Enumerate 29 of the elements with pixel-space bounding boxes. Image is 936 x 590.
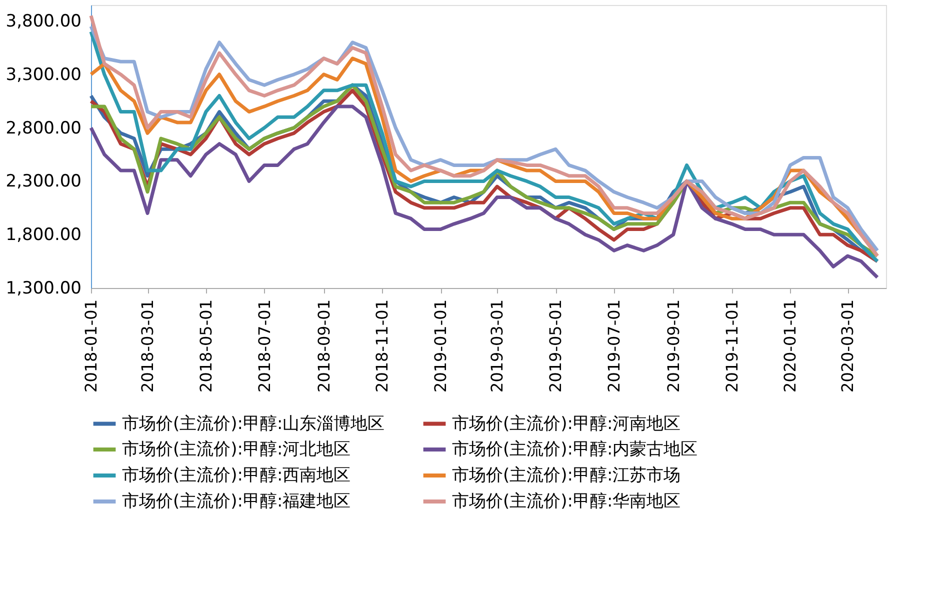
x-tick-label: 2019-09-01: [664, 300, 683, 392]
x-tick-label: 2018-01-01: [82, 300, 100, 392]
legend-label: 市场价(主流价):甲醇:华南地区: [452, 492, 681, 512]
x-tick-label: 2019-05-01: [546, 300, 566, 392]
legend-label: 市场价(主流价):甲醇:江苏市场: [452, 466, 681, 486]
x-tick-label: 2018-03-01: [138, 300, 158, 392]
x-tick-label: 2018-09-01: [314, 300, 334, 392]
y-tick-label: 3,800.00: [6, 12, 82, 32]
x-tick-label: 2018-07-01: [254, 300, 274, 392]
legend-label: 市场价(主流价):甲醇:西南地区: [122, 466, 351, 486]
x-tick-label: 2018-05-01: [196, 300, 216, 392]
y-tick-label: 3,300.00: [6, 64, 82, 85]
x-tick-label: 2019-01-01: [431, 300, 450, 392]
x-tick-label: 2019-07-01: [604, 300, 624, 392]
x-tick-label: 2018-11-01: [372, 300, 392, 392]
legend-label: 市场价(主流价):甲醇:河南地区: [452, 414, 681, 434]
y-tick-label: 1,800.00: [6, 225, 82, 246]
y-tick-label: 1,300.00: [6, 278, 82, 298]
x-tick-label: 2020-03-01: [838, 300, 858, 392]
x-tick-label: 2019-11-01: [722, 300, 742, 392]
x-tick-label: 2020-01-01: [780, 300, 800, 392]
y-tick-label: 2,800.00: [6, 118, 82, 138]
legend-label: 市场价(主流价):甲醇:山东淄博地区: [122, 414, 385, 434]
legend-label: 市场价(主流价):甲醇:福建地区: [122, 492, 351, 512]
x-tick-label: 2019-03-01: [488, 300, 507, 392]
legend-label: 市场价(主流价):甲醇:内蒙古地区: [452, 440, 698, 460]
legend-label: 市场价(主流价):甲醇:河北地区: [122, 440, 351, 460]
y-tick-label: 2,300.00: [6, 172, 82, 192]
line-series: [89, 104, 880, 280]
